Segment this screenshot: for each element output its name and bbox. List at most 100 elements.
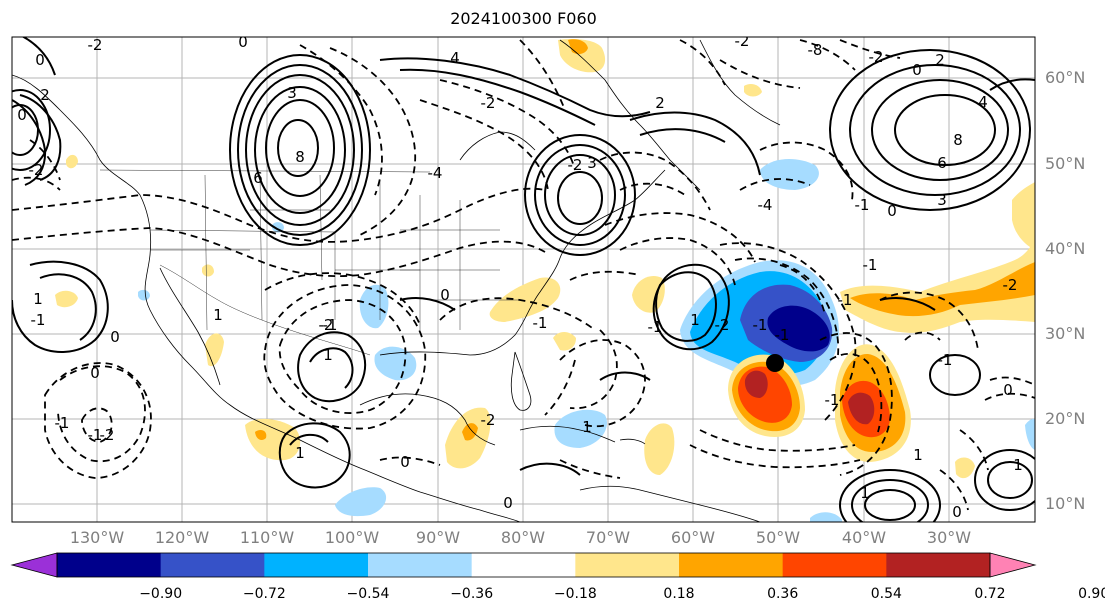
lon-label-30w: 30°W bbox=[926, 528, 972, 547]
contour-label: -1 bbox=[31, 311, 46, 329]
contour-label: 1 bbox=[295, 444, 305, 462]
positive-contours bbox=[12, 37, 1035, 522]
lon-label-120w: 120°W bbox=[154, 528, 210, 547]
yellow-patch-bc bbox=[66, 154, 78, 169]
contour-label: 1 bbox=[913, 446, 923, 464]
yellow-patch-mexico bbox=[205, 333, 224, 367]
contour-label: 2 bbox=[40, 86, 50, 104]
map-title: 2024100300 F060 bbox=[450, 9, 597, 28]
yellow-patch-west bbox=[202, 264, 214, 277]
contour-label: -2 bbox=[481, 94, 496, 112]
lat-label-20n: 20°N bbox=[1045, 409, 1086, 428]
yellow-patch-lesser-antilles bbox=[644, 423, 675, 475]
colorbar-tick-label: 0.90 bbox=[1078, 586, 1105, 602]
contour-label: -2 bbox=[1003, 276, 1018, 294]
lat-label-30n: 30°N bbox=[1045, 324, 1086, 343]
colorbar-extend-left bbox=[12, 553, 57, 577]
lon-label-110w: 110°W bbox=[239, 528, 295, 547]
colorbar-tick-label: −0.54 bbox=[346, 586, 390, 602]
contour-label: 1 bbox=[860, 484, 870, 502]
yellow-patch-gulf-ca bbox=[55, 290, 78, 308]
contour-label: 0 bbox=[238, 33, 248, 51]
contour-label: 4 bbox=[978, 93, 988, 111]
colorbar-tick-label: −0.90 bbox=[139, 586, 183, 602]
orange-patch-caribbean bbox=[462, 423, 478, 441]
contour-label: -2 bbox=[100, 426, 115, 444]
colorbar-extend-right bbox=[990, 553, 1035, 577]
map-frame bbox=[11, 36, 1036, 523]
contour-label: -8 bbox=[808, 41, 823, 59]
lon-label-50w: 50°W bbox=[755, 528, 801, 547]
contour-label: 1 bbox=[33, 290, 43, 308]
blue-patch-texas-small bbox=[138, 289, 150, 301]
blue-patch-south-atlantic bbox=[810, 512, 842, 522]
yellow-patch-se bbox=[955, 457, 975, 479]
contour-label: -1 bbox=[775, 326, 790, 344]
contour-label: -2 bbox=[715, 316, 730, 334]
contour-label: 6 bbox=[937, 154, 947, 172]
contour-label: -2 bbox=[319, 316, 334, 334]
storm-center-marker bbox=[766, 354, 784, 372]
contour-label: -1 bbox=[838, 291, 853, 309]
contour-label: -1 bbox=[88, 426, 103, 444]
colorbar-tick-label: −0.18 bbox=[553, 586, 597, 602]
contour-label: 1 bbox=[1013, 456, 1023, 474]
contour-label: -4 bbox=[758, 196, 773, 214]
contour-label: -1 bbox=[55, 414, 70, 432]
yellow-patch-far-east bbox=[1012, 182, 1035, 250]
contour-label: 1 bbox=[690, 311, 700, 329]
contour-label: -2 bbox=[481, 411, 496, 429]
contour-label: 0 bbox=[440, 286, 450, 304]
yellow-patch-mid-atlantic bbox=[744, 84, 762, 97]
colorbar-tick-label: 0.18 bbox=[663, 586, 695, 602]
contour-label: -1 bbox=[323, 316, 338, 334]
colorbar-tick-label: 0.54 bbox=[870, 586, 902, 602]
lon-label-80w: 80°W bbox=[500, 528, 546, 547]
lon-label-130w: 130°W bbox=[69, 528, 125, 547]
colorbar-segment bbox=[886, 553, 991, 577]
lat-label-40n: 40°N bbox=[1045, 239, 1086, 258]
blue-patch-atlantic-core bbox=[767, 305, 830, 352]
blue-patch-gulf bbox=[374, 346, 417, 381]
red-patch-west-dark bbox=[744, 370, 768, 398]
contour-label: 3 bbox=[287, 84, 297, 102]
contour-label: 1 bbox=[213, 306, 223, 324]
contour-label: 0 bbox=[17, 106, 27, 124]
yellow-patch-pacific bbox=[245, 418, 301, 461]
contour-label: 1 bbox=[323, 346, 333, 364]
lon-label-60w: 60°W bbox=[670, 528, 716, 547]
yellow-patch-florida bbox=[553, 332, 576, 351]
contour-label: 2 bbox=[935, 51, 945, 69]
contour-label: 0 bbox=[1003, 381, 1013, 399]
contour-label: 0 bbox=[912, 61, 922, 79]
lon-label-90w: 90°W bbox=[415, 528, 461, 547]
contour-label: 6 bbox=[253, 169, 263, 187]
contour-label: -2 bbox=[869, 48, 884, 66]
contour-label: -2 bbox=[29, 161, 44, 179]
contour-labels: 0 -2 3 8 6 4 -4 -2 3 -2 2 -2 -4 -8 -2 0 … bbox=[17, 33, 1023, 521]
lat-label-10n: 10°N bbox=[1045, 494, 1086, 513]
colorbar-segment bbox=[160, 553, 265, 577]
contour-label: -1 bbox=[648, 318, 663, 336]
contour-label: 0 bbox=[887, 202, 897, 220]
colorbar-tick-label: 0.36 bbox=[767, 586, 799, 602]
red-patch-east-dark bbox=[848, 392, 875, 425]
lat-label-50n: 50°N bbox=[1045, 154, 1086, 173]
negative-contours bbox=[12, 39, 1035, 511]
orange-patch-pacific bbox=[255, 430, 267, 440]
colorbar-tick-label: −0.36 bbox=[450, 586, 494, 602]
contour-label: 8 bbox=[295, 148, 305, 166]
contour-label: 2 bbox=[655, 94, 665, 112]
contour-label: 3 bbox=[587, 154, 597, 172]
colorbar-tick-label: −0.72 bbox=[242, 586, 286, 602]
contour-label: -1 bbox=[938, 351, 953, 369]
contour-label: 1 bbox=[582, 418, 592, 436]
colorbar-segment bbox=[782, 553, 887, 577]
contour-label: 0 bbox=[400, 453, 410, 471]
colorbar-segment bbox=[471, 553, 576, 577]
lon-label-100w: 100°W bbox=[324, 528, 380, 547]
colorbar bbox=[10, 552, 1037, 578]
contour-label: 0 bbox=[35, 51, 45, 69]
contour-label: -1 bbox=[533, 314, 548, 332]
colorbar-tick-label: 0.72 bbox=[974, 586, 1006, 602]
